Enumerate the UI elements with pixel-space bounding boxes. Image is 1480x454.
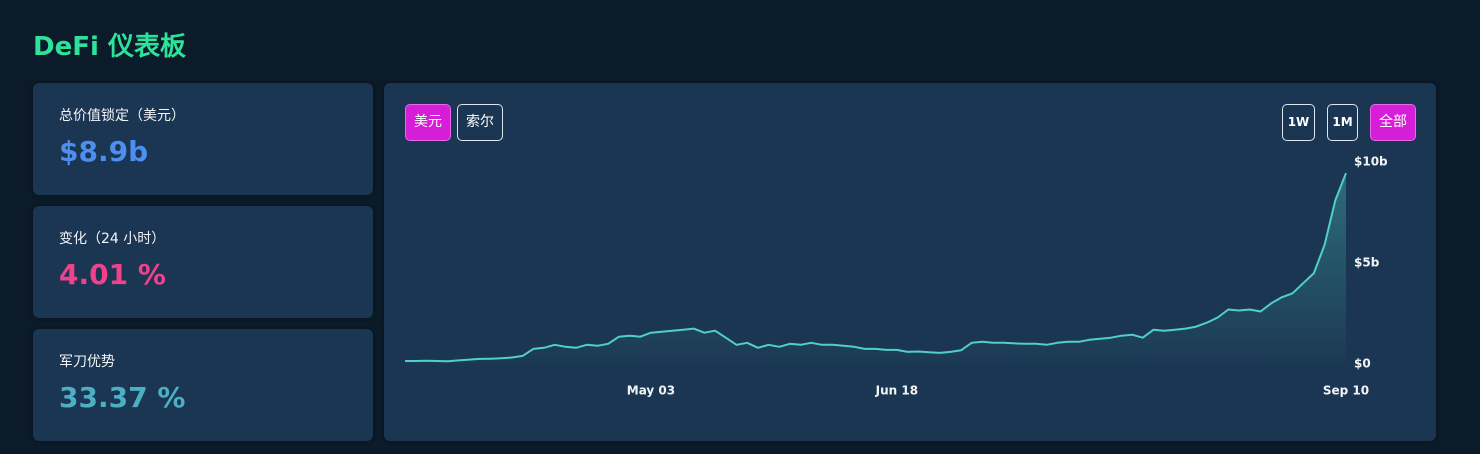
currency-button[interactable]: 美元 — [405, 104, 451, 141]
range-button[interactable]: 1W — [1282, 104, 1315, 141]
stat-card: 变化（24 小时） 4.01 % — [33, 206, 373, 318]
stat-card: 军刀优势 33.37 % — [33, 329, 373, 441]
x-tick-label: Sep 10 — [1323, 384, 1369, 398]
x-tick-label: Jun 18 — [875, 384, 918, 398]
x-tick-label: May 03 — [627, 384, 675, 398]
range-button[interactable]: 1M — [1327, 104, 1358, 141]
stat-label: 总价值锁定（美元） — [59, 108, 185, 124]
chart-panel: 美元 索尔 1W 1M 全部 — [384, 83, 1436, 441]
currency-button[interactable]: 索尔 — [457, 104, 503, 141]
range-button[interactable]: 全部 — [1370, 104, 1416, 141]
area-fill — [405, 173, 1346, 364]
line — [405, 172, 1347, 363]
stat-label: 变化（24 小时） — [59, 231, 166, 247]
page-title: DeFi 仪表板 — [33, 32, 186, 62]
stat-value: 4.01 % — [59, 258, 166, 291]
y-tick-label: $10b — [1354, 155, 1388, 169]
y-tick-label: $0 — [1354, 357, 1371, 371]
stat-card: 总价值锁定（美元） $8.9b — [33, 83, 373, 195]
stat-value: $8.9b — [59, 135, 149, 168]
stat-label: 军刀优势 — [59, 354, 115, 370]
stat-value: 33.37 % — [59, 381, 186, 414]
y-tick-label: $5b — [1354, 256, 1380, 270]
